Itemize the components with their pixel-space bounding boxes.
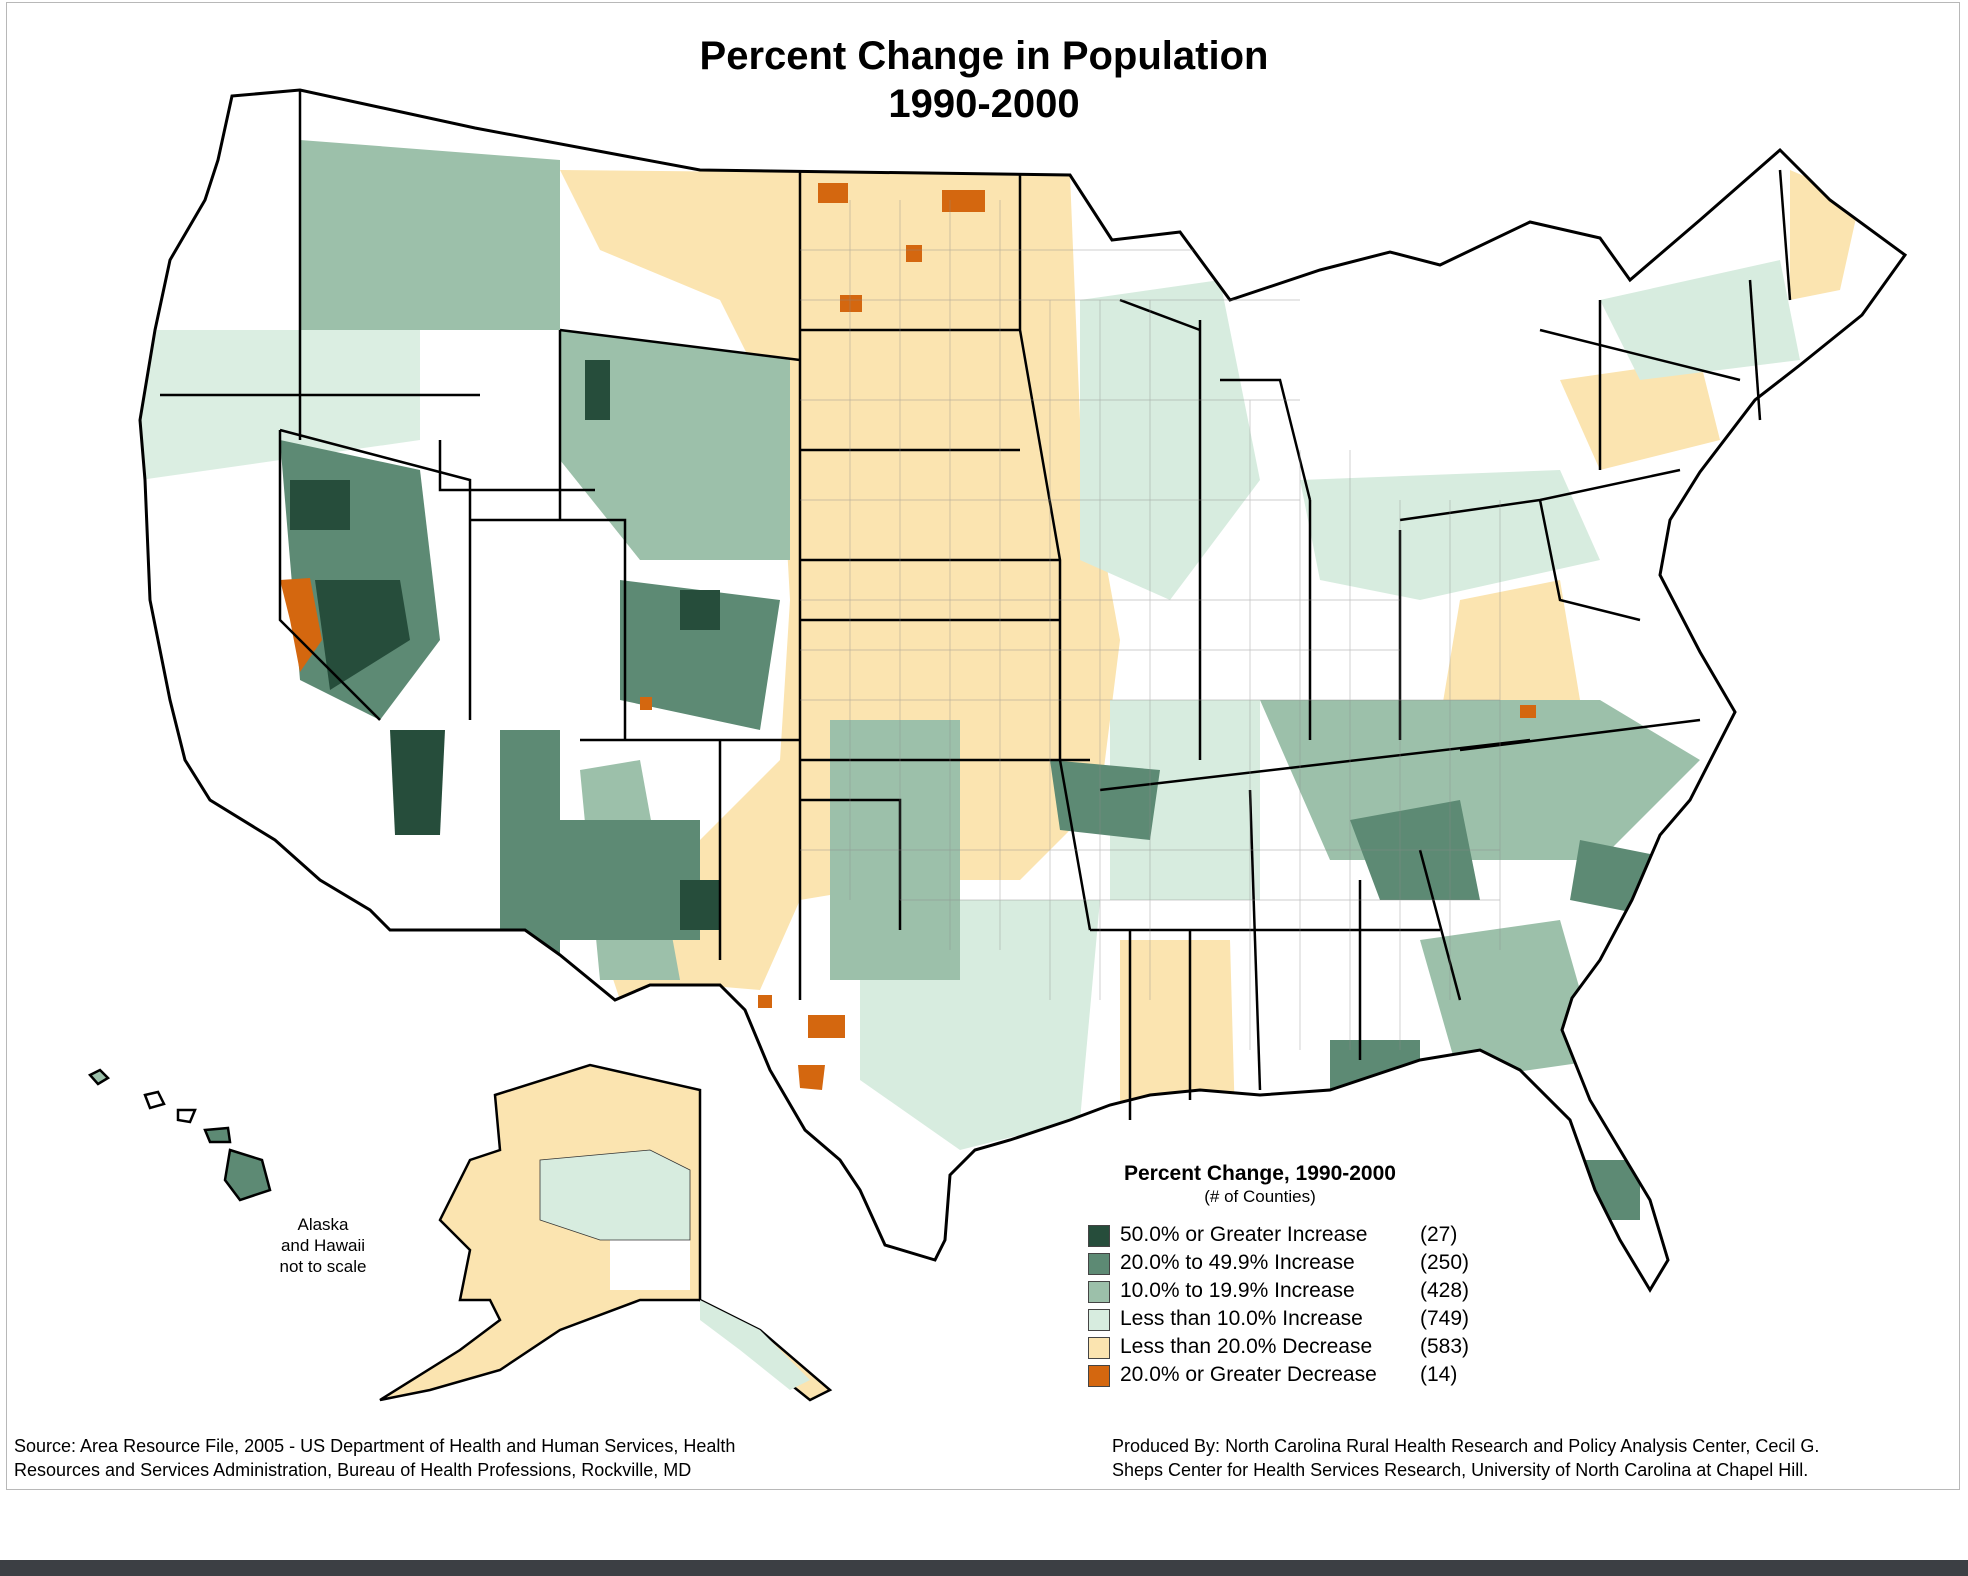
producer-note: Produced By: North Carolina Rural Health… bbox=[1112, 1434, 1952, 1482]
legend-item: Less than 10.0% Increase (749) bbox=[1080, 1306, 1520, 1334]
legend-swatch bbox=[1088, 1365, 1110, 1387]
legend-item: 50.0% or Greater Increase (27) bbox=[1080, 1222, 1520, 1250]
legend-item: Less than 20.0% Decrease (583) bbox=[1080, 1334, 1520, 1362]
legend-swatch bbox=[1088, 1281, 1110, 1303]
legend: Percent Change, 1990-2000 (# of Counties… bbox=[1080, 1162, 1520, 1390]
legend-count: (14) bbox=[1420, 1363, 1458, 1386]
legend-count: (749) bbox=[1420, 1307, 1470, 1330]
title-line-2: 1990-2000 bbox=[888, 82, 1080, 126]
legend-swatch bbox=[1088, 1309, 1110, 1331]
bottom-bar bbox=[0, 1560, 1968, 1576]
inset-note-line-2: and Hawaii bbox=[280, 1236, 366, 1255]
legend-item: 20.0% to 49.9% Increase (250) bbox=[1080, 1250, 1520, 1278]
alaska-inset bbox=[379, 1063, 833, 1402]
legend-count: (27) bbox=[1420, 1223, 1458, 1246]
source-line-2: Resources and Services Administration, B… bbox=[14, 1460, 692, 1480]
title-line-1: Percent Change in Population bbox=[699, 34, 1269, 78]
source-line-1: Source: Area Resource File, 2005 - US De… bbox=[14, 1436, 736, 1456]
legend-count: (250) bbox=[1420, 1251, 1470, 1274]
legend-count: (583) bbox=[1420, 1335, 1470, 1358]
legend-label: Less than 20.0% Decrease bbox=[1120, 1335, 1373, 1358]
legend-items: 50.0% or Greater Increase (27) 20.0% to 49… bbox=[1080, 1222, 1520, 1390]
legend-subtitle: (# of Counties) bbox=[1204, 1187, 1316, 1206]
legend-item: 20.0% or Greater Decrease (14) bbox=[1080, 1362, 1520, 1390]
legend-label: 20.0% to 49.9% Increase bbox=[1120, 1251, 1355, 1274]
county-grid bbox=[800, 200, 1501, 1050]
map-title: Percent Change in Population 1990-2000 bbox=[0, 32, 1968, 128]
inset-note: Alaska and Hawaii not to scale bbox=[258, 1214, 388, 1277]
legend-label: 50.0% or Greater Increase bbox=[1120, 1223, 1368, 1246]
source-note: Source: Area Resource File, 2005 - US De… bbox=[14, 1434, 894, 1482]
legend-count: (428) bbox=[1420, 1279, 1470, 1302]
legend-title: Percent Change, 1990-2000 bbox=[1124, 1162, 1396, 1185]
legend-label: 10.0% to 19.9% Increase bbox=[1120, 1279, 1355, 1302]
legend-swatch bbox=[1088, 1253, 1110, 1275]
legend-label: Less than 10.0% Increase bbox=[1120, 1307, 1363, 1330]
legend-swatch bbox=[1088, 1337, 1110, 1359]
hawaii-inset bbox=[87, 1068, 272, 1202]
legend-label: 20.0% or Greater Decrease bbox=[1120, 1363, 1377, 1386]
inset-note-line-1: Alaska bbox=[297, 1215, 349, 1234]
inset-note-line-3: not to scale bbox=[279, 1257, 367, 1276]
legend-swatch bbox=[1088, 1225, 1110, 1247]
producer-line-2: Sheps Center for Health Services Researc… bbox=[1112, 1460, 1809, 1480]
producer-line-1: Produced By: North Carolina Rural Health… bbox=[1112, 1436, 1820, 1456]
county-fills bbox=[140, 140, 1860, 1220]
legend-item: 10.0% to 19.9% Increase (428) bbox=[1080, 1278, 1520, 1306]
